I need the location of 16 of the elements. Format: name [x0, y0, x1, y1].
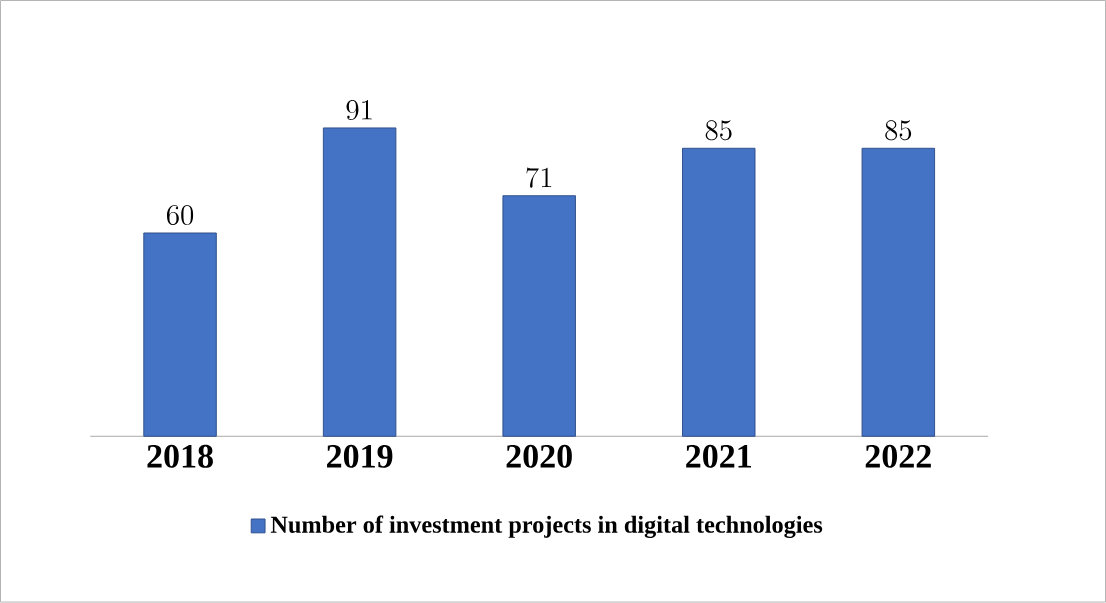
bar — [502, 195, 576, 438]
data-label: 91 — [346, 100, 372, 121]
x-tick-label: 2022 — [865, 445, 931, 469]
data-label: 85 — [705, 120, 732, 141]
data-label: 71 — [526, 167, 552, 188]
x-tick-label: 2019 — [327, 445, 393, 469]
bar — [682, 148, 756, 438]
data-label: 60 — [166, 205, 194, 226]
x-tick-label: 2020 — [506, 445, 572, 469]
x-tick-label: 2021 — [686, 445, 751, 469]
legend-label: Number of investment projects in digital technologies — [270, 515, 823, 539]
bar — [322, 127, 397, 438]
bar — [143, 232, 217, 438]
x-tick-label: 2018 — [147, 445, 213, 469]
bar — [861, 148, 936, 438]
data-label: 85 — [885, 120, 912, 141]
